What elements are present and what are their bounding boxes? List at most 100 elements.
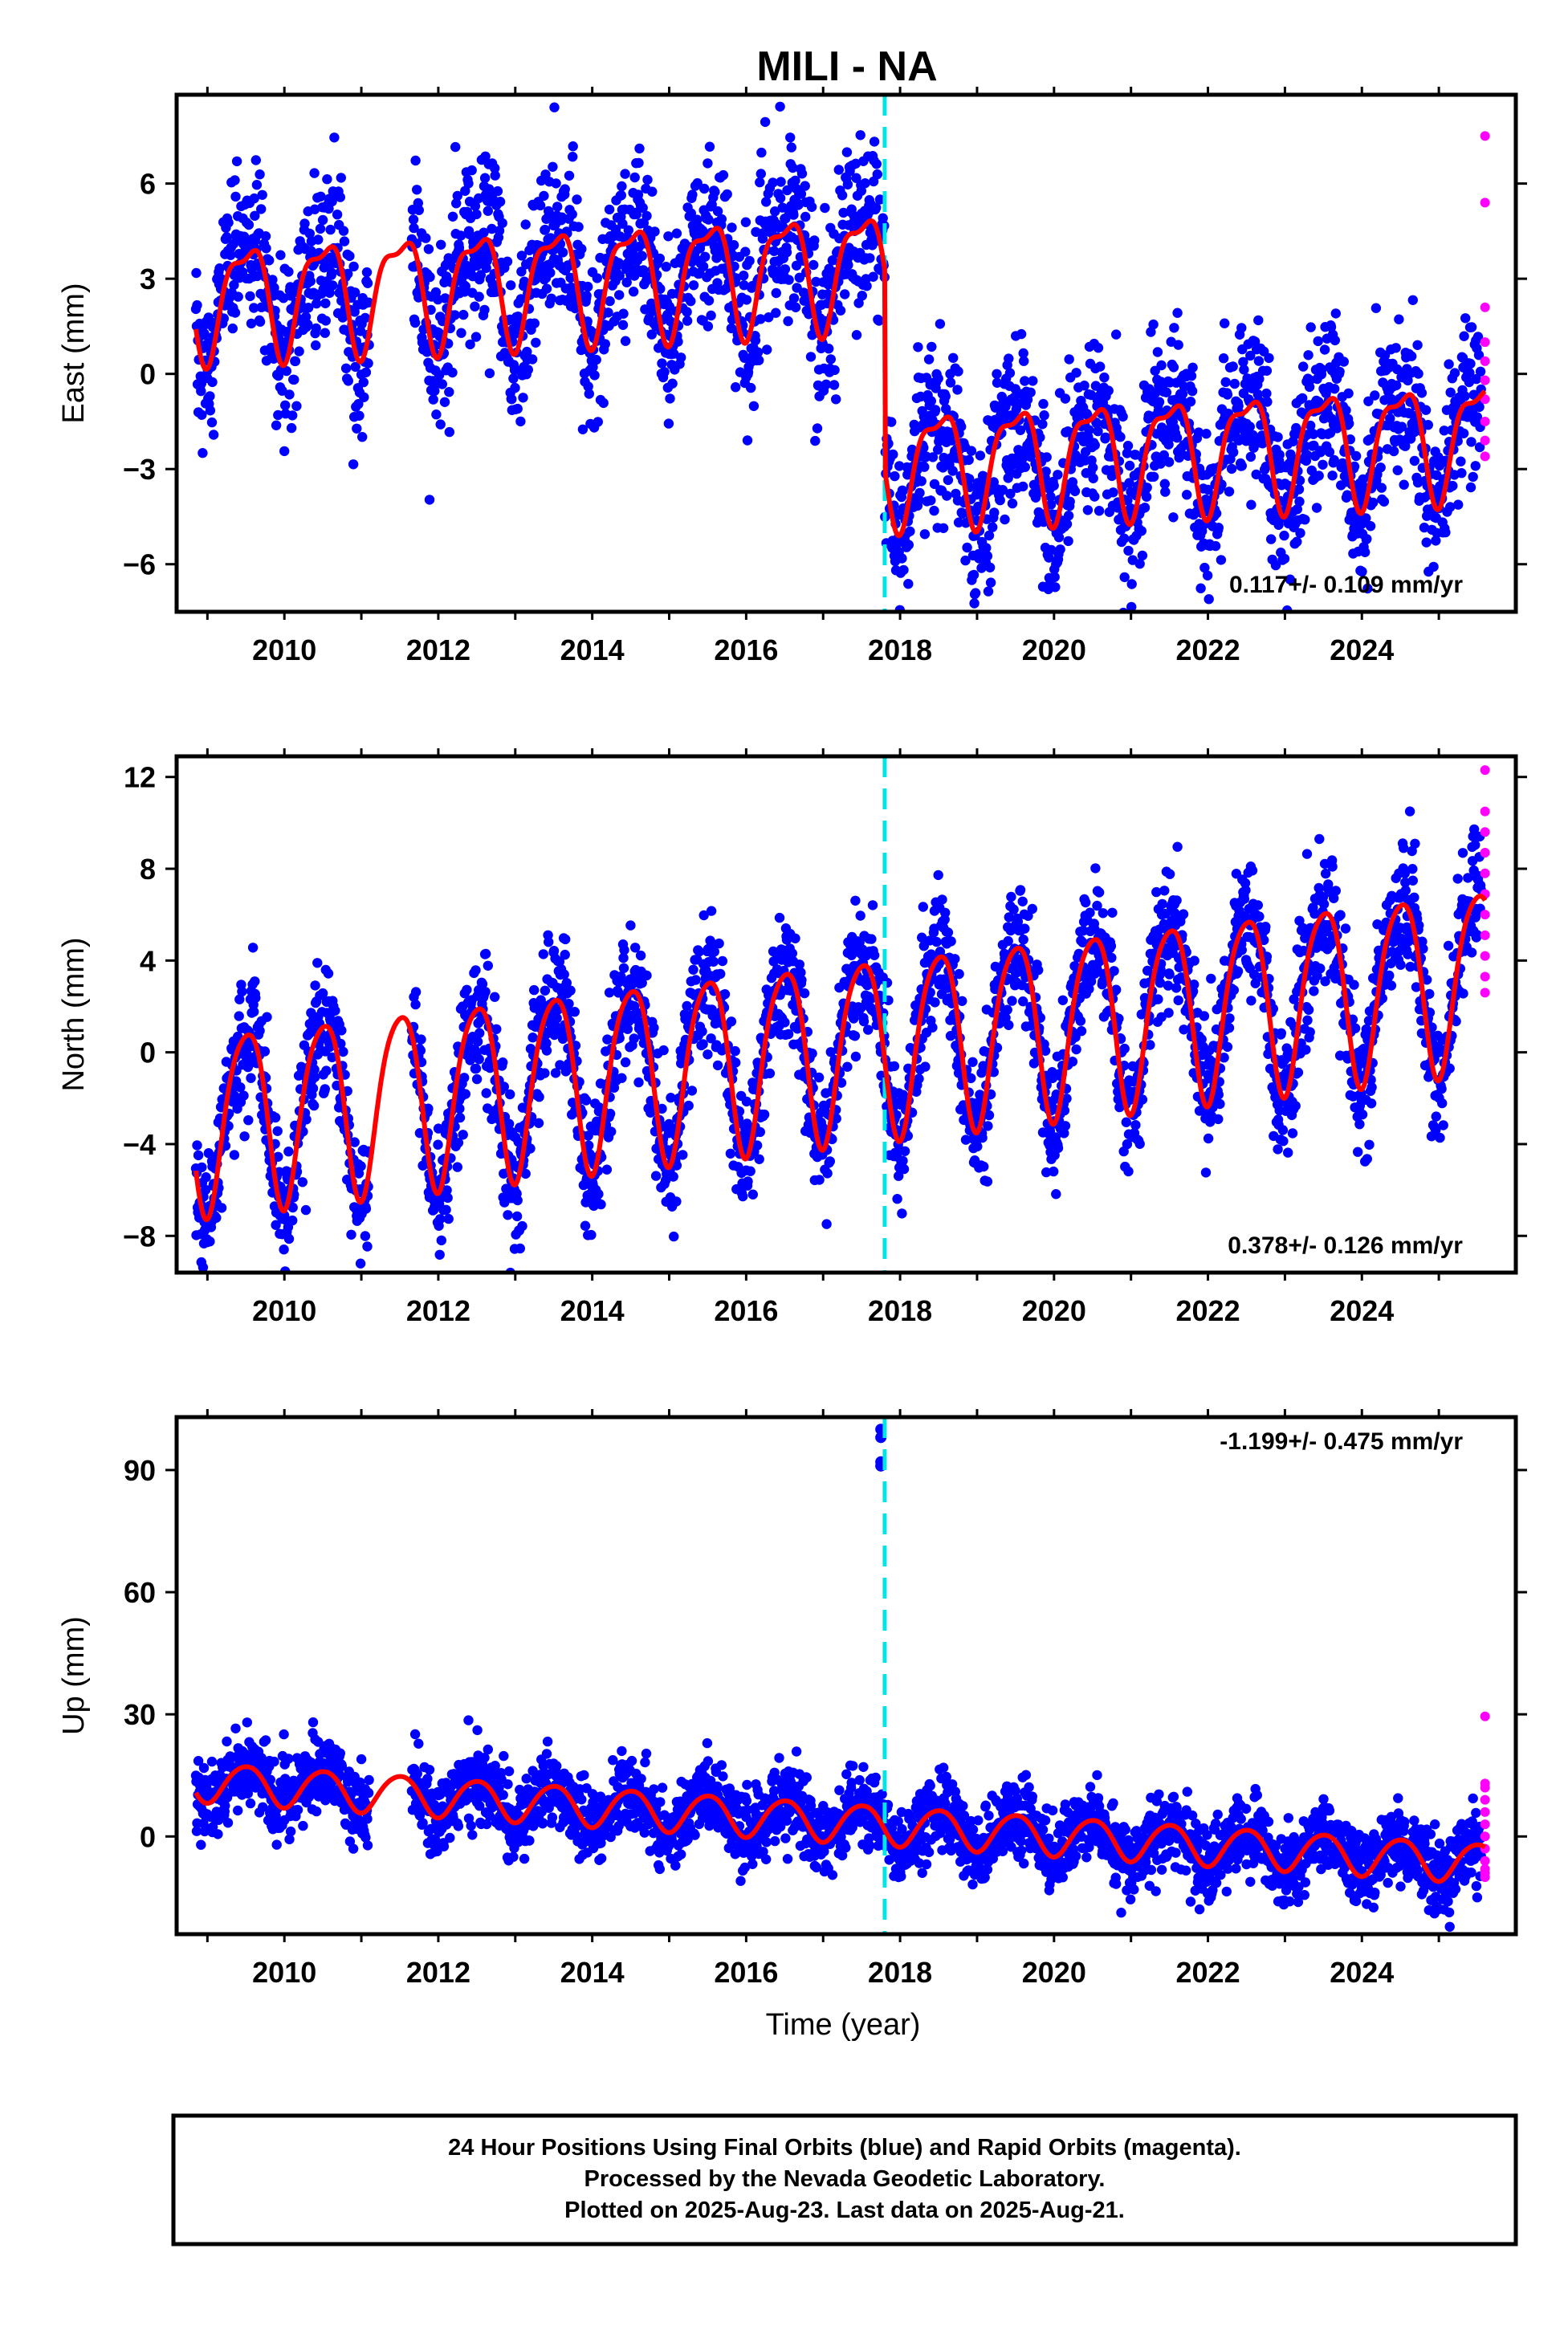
- east-final-point: [897, 553, 907, 564]
- north-final-point: [698, 1039, 708, 1049]
- east-final-point: [1100, 432, 1111, 442]
- east-final-point: [933, 444, 943, 455]
- chart-title: MILI - NA: [756, 43, 937, 90]
- east-final-point: [269, 283, 279, 293]
- north-final-point: [327, 1052, 337, 1063]
- north-final-point: [688, 964, 698, 976]
- east-final-point: [460, 281, 470, 291]
- east-final-point: [617, 218, 628, 229]
- east-final-point: [935, 319, 946, 329]
- east-final-point: [1262, 397, 1273, 407]
- east-final-point: [455, 230, 466, 241]
- east-final-point: [712, 206, 723, 217]
- north-final-point: [983, 1121, 993, 1131]
- east-x-tick-label: 2016: [714, 633, 778, 666]
- east-final-point: [256, 204, 267, 214]
- east-final-point: [320, 328, 330, 338]
- east-final-point: [1300, 441, 1311, 451]
- east-final-point: [820, 202, 830, 214]
- north-final-point: [1033, 965, 1044, 976]
- east-final-point: [898, 564, 909, 576]
- east-final-point: [348, 459, 359, 470]
- east-final-point: [1341, 405, 1351, 416]
- east-final-point: [771, 308, 781, 318]
- north-final-point: [317, 988, 328, 999]
- east-final-point: [894, 461, 905, 471]
- east-final-point: [1045, 491, 1056, 502]
- east-final-point: [436, 239, 446, 250]
- east-final-point: [1445, 387, 1456, 397]
- north-final-point: [937, 894, 947, 905]
- east-final-point: [1069, 486, 1081, 496]
- east-final-point: [230, 308, 241, 318]
- east-final-point: [1466, 437, 1476, 447]
- north-final-point: [552, 1013, 562, 1024]
- east-final-point: [1266, 534, 1277, 544]
- north-final-point: [472, 1037, 483, 1047]
- east-final-point: [699, 183, 710, 194]
- east-final-point: [350, 361, 360, 373]
- east-final-point: [280, 400, 291, 410]
- east-final-point: [320, 316, 331, 326]
- east-final-point: [1111, 329, 1122, 340]
- east-final-point: [508, 373, 519, 384]
- east-final-point: [868, 271, 878, 282]
- east-final-point: [229, 279, 239, 291]
- east-final-point: [1201, 429, 1212, 439]
- east-final-point: [568, 141, 578, 152]
- east-final-point: [1044, 552, 1054, 563]
- north-final-point: [1017, 896, 1028, 907]
- north-final-point: [1060, 1121, 1071, 1131]
- north-final-point: [933, 870, 943, 881]
- east-final-point: [1456, 468, 1467, 479]
- east-final-point: [1407, 295, 1419, 305]
- east-final-point: [692, 177, 703, 189]
- east-final-point: [299, 218, 310, 229]
- east-final-point: [255, 169, 265, 180]
- east-final-point: [1139, 503, 1151, 513]
- north-final-point: [731, 1057, 741, 1068]
- north-final-point: [678, 1150, 688, 1160]
- east-final-point: [914, 487, 925, 499]
- east-final-point: [527, 354, 538, 365]
- north-final-point: [201, 1172, 211, 1183]
- north-final-point: [197, 1162, 207, 1173]
- north-final-point: [1006, 891, 1016, 902]
- north-final-point: [825, 1156, 836, 1167]
- north-final-point: [703, 1049, 713, 1060]
- east-final-point: [903, 540, 914, 550]
- east-final-point: [1222, 389, 1233, 400]
- north-final-point: [534, 1092, 544, 1102]
- east-final-point: [223, 218, 234, 228]
- east-rapid-point: [1480, 375, 1490, 385]
- east-final-point: [1468, 471, 1478, 483]
- north-final-point: [668, 1171, 678, 1182]
- east-final-point: [515, 294, 527, 304]
- east-final-point: [1394, 314, 1404, 324]
- east-final-point: [1459, 331, 1469, 341]
- north-final-point: [503, 1210, 513, 1220]
- north-final-point: [459, 1073, 470, 1083]
- north-final-point: [606, 1126, 617, 1137]
- east-final-point: [806, 202, 817, 212]
- east-final-point: [1249, 336, 1261, 347]
- east-final-point: [317, 214, 328, 226]
- east-final-point: [479, 173, 491, 183]
- east-final-point: [222, 232, 232, 242]
- east-final-point: [497, 218, 507, 229]
- east-final-point: [576, 243, 587, 255]
- north-final-point: [355, 1258, 366, 1269]
- east-final-point: [1407, 351, 1417, 361]
- north-final-point: [813, 1072, 825, 1083]
- east-final-point: [754, 355, 764, 365]
- east-final-point: [460, 185, 470, 196]
- north-final-point: [548, 946, 560, 956]
- east-final-point: [327, 196, 337, 207]
- east-final-point: [506, 280, 516, 291]
- north-final-point: [946, 936, 956, 947]
- east-final-point: [425, 271, 435, 283]
- east-final-point: [199, 328, 210, 339]
- north-final-point: [410, 999, 421, 1010]
- east-final-point: [1261, 462, 1272, 472]
- east-final-point: [704, 141, 715, 152]
